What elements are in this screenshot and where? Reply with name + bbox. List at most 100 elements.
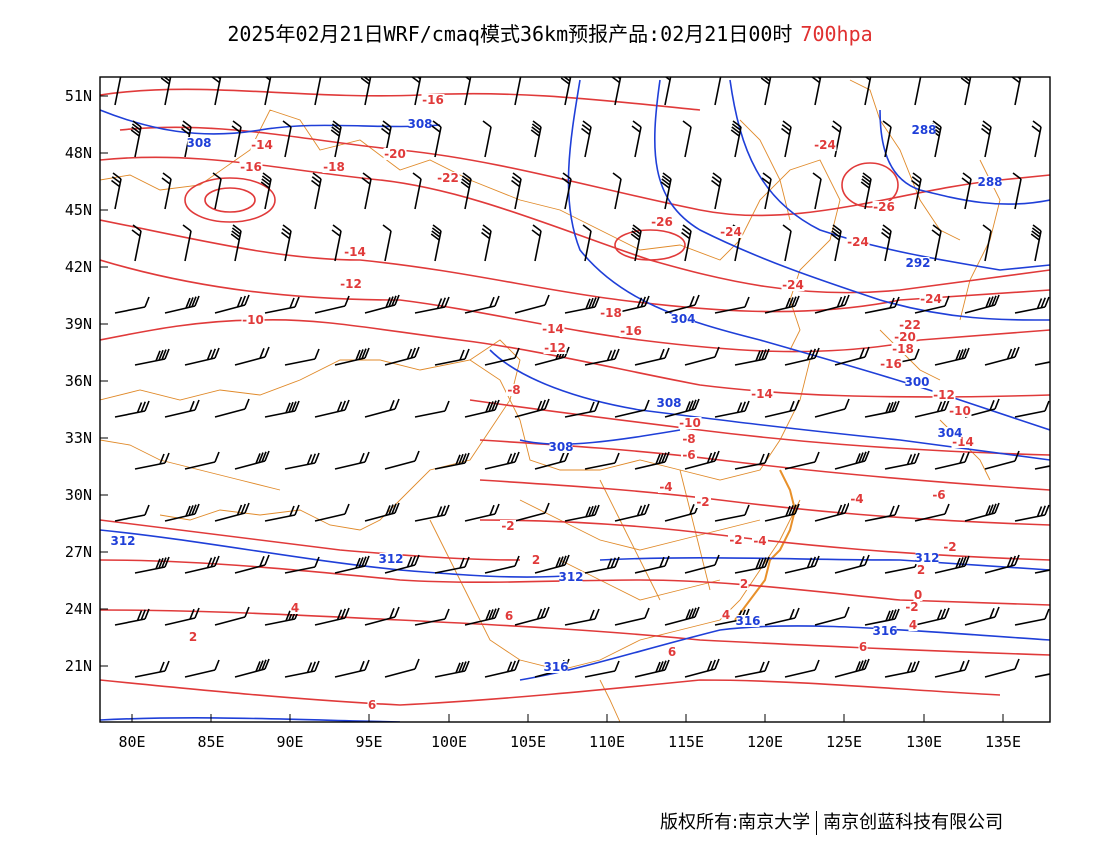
wind-barb-flag bbox=[594, 400, 600, 412]
wind-barb-flag bbox=[782, 120, 792, 128]
wind-barb-staff bbox=[184, 565, 216, 574]
wind-barb-flag bbox=[513, 69, 521, 75]
wind-barb-flag bbox=[355, 349, 361, 361]
wind-barb-staff bbox=[334, 126, 342, 158]
lon-label: 95E bbox=[355, 733, 382, 751]
wind-barb-staff bbox=[964, 512, 996, 522]
wind-barb-flag bbox=[514, 451, 520, 463]
wind-barb-flag bbox=[388, 504, 394, 515]
wind-barb-flag bbox=[585, 298, 591, 310]
wind-barb-flag bbox=[614, 452, 620, 464]
wind-barb-flag bbox=[482, 120, 492, 128]
lon-label: 105E bbox=[510, 733, 546, 751]
wind-barb-flag bbox=[1013, 69, 1021, 75]
wind-barb-flag bbox=[464, 77, 471, 81]
wind-barb-flag bbox=[360, 77, 370, 85]
wind-barb-flag bbox=[111, 179, 120, 188]
wind-barb-flag bbox=[664, 347, 670, 359]
wind-barb-flag bbox=[1016, 77, 1021, 80]
wind-barb-staff bbox=[984, 564, 1016, 574]
wind-barb-flag bbox=[661, 175, 671, 183]
wind-barb-flag bbox=[294, 504, 300, 516]
temp-label-bg bbox=[421, 94, 445, 106]
wind-barb-flag bbox=[864, 450, 870, 462]
wind-barb-staff bbox=[464, 617, 496, 626]
wind-barb-flag bbox=[161, 349, 167, 360]
wind-barb-flag bbox=[758, 349, 764, 361]
wind-barb-flag bbox=[531, 229, 541, 237]
wind-barb-flag bbox=[636, 505, 643, 517]
wind-barb-flag bbox=[814, 659, 820, 671]
wind-barb-flag bbox=[955, 557, 961, 569]
temp-label: 6 bbox=[505, 609, 513, 623]
wind-barb-staff bbox=[384, 356, 416, 366]
wind-barb-flag bbox=[781, 124, 791, 132]
wind-barb-staff bbox=[484, 126, 492, 158]
wind-barb-flag bbox=[640, 296, 646, 308]
wind-barb-staff bbox=[364, 77, 372, 106]
wind-barb-flag bbox=[344, 295, 350, 307]
wind-barb-flag bbox=[506, 453, 513, 465]
plot-area: -16-14-16 -18-20-22-14-12-10-26-24-24-26-… bbox=[100, 69, 1050, 722]
wind-barb-flag bbox=[113, 69, 121, 75]
wind-barb-flag bbox=[282, 120, 292, 128]
geo-label-bg bbox=[905, 376, 929, 388]
wind-barb-staff bbox=[834, 460, 866, 470]
wind-barb-flag bbox=[832, 120, 842, 128]
wind-barb-flag bbox=[711, 179, 720, 188]
wind-barb-flag bbox=[894, 400, 900, 412]
wind-barb-flag bbox=[961, 556, 967, 567]
wind-barb-flag bbox=[132, 120, 142, 128]
temp-label: -24 bbox=[920, 292, 942, 306]
wind-barb-flag bbox=[385, 297, 391, 308]
wind-barb-flag bbox=[1031, 227, 1041, 235]
temp-label: -4 bbox=[659, 480, 672, 494]
wind-barb-staff bbox=[614, 178, 622, 210]
wind-barb-flag bbox=[244, 398, 250, 410]
wind-barb-flag bbox=[163, 69, 171, 75]
wind-barb-staff bbox=[914, 409, 946, 418]
wind-barb-flag bbox=[855, 453, 861, 464]
wind-barb-flag bbox=[431, 125, 441, 133]
wind-barb-flag bbox=[660, 181, 670, 189]
temp-label: -16 bbox=[620, 324, 642, 338]
wind-barb-flag bbox=[555, 557, 561, 568]
wind-barb-flag bbox=[444, 296, 450, 308]
wind-barb-flag bbox=[662, 172, 672, 180]
temp-label-bg bbox=[916, 564, 926, 576]
wind-barb-staff bbox=[484, 230, 492, 262]
wind-barb-flag bbox=[736, 402, 743, 413]
plot-frame bbox=[99, 76, 1051, 723]
wind-barb-staff bbox=[284, 566, 316, 574]
wind-barb-flag bbox=[355, 557, 361, 569]
wind-barb-flag bbox=[461, 661, 467, 672]
wind-barb-staff bbox=[784, 565, 816, 574]
wind-barb-flag bbox=[282, 224, 292, 232]
wind-barb-staff bbox=[734, 126, 742, 158]
wind-barb-flag bbox=[888, 609, 894, 621]
temp-label: 4 bbox=[909, 618, 917, 632]
temp-label-bg bbox=[849, 493, 865, 505]
wind-barb-flag bbox=[861, 178, 871, 186]
wind-barb-flag bbox=[810, 556, 816, 568]
wind-barb-flag bbox=[314, 556, 320, 568]
temp-label: -22 bbox=[437, 171, 459, 185]
wind-barb-flag bbox=[940, 608, 946, 620]
wind-barb-staff bbox=[964, 304, 996, 314]
wind-barb-flag bbox=[389, 608, 395, 619]
footer-divider bbox=[816, 811, 818, 835]
wind-barb-flag bbox=[711, 176, 721, 184]
temp-label: -4 bbox=[850, 492, 863, 506]
wind-barb-flag bbox=[612, 172, 622, 180]
wind-barb-flag bbox=[685, 401, 691, 412]
geo-label-bg bbox=[408, 118, 432, 130]
wind-barb-flag bbox=[364, 347, 370, 359]
wind-barb-flag bbox=[264, 77, 271, 81]
wind-barb-flag bbox=[494, 503, 500, 515]
wind-barb-flag bbox=[959, 452, 965, 464]
wind-barb-flag bbox=[194, 295, 200, 307]
wind-barb-flag bbox=[382, 224, 392, 232]
wind-barb-flag bbox=[258, 660, 264, 671]
wind-barb-flag bbox=[258, 452, 264, 463]
wind-barb-flag bbox=[144, 296, 150, 308]
